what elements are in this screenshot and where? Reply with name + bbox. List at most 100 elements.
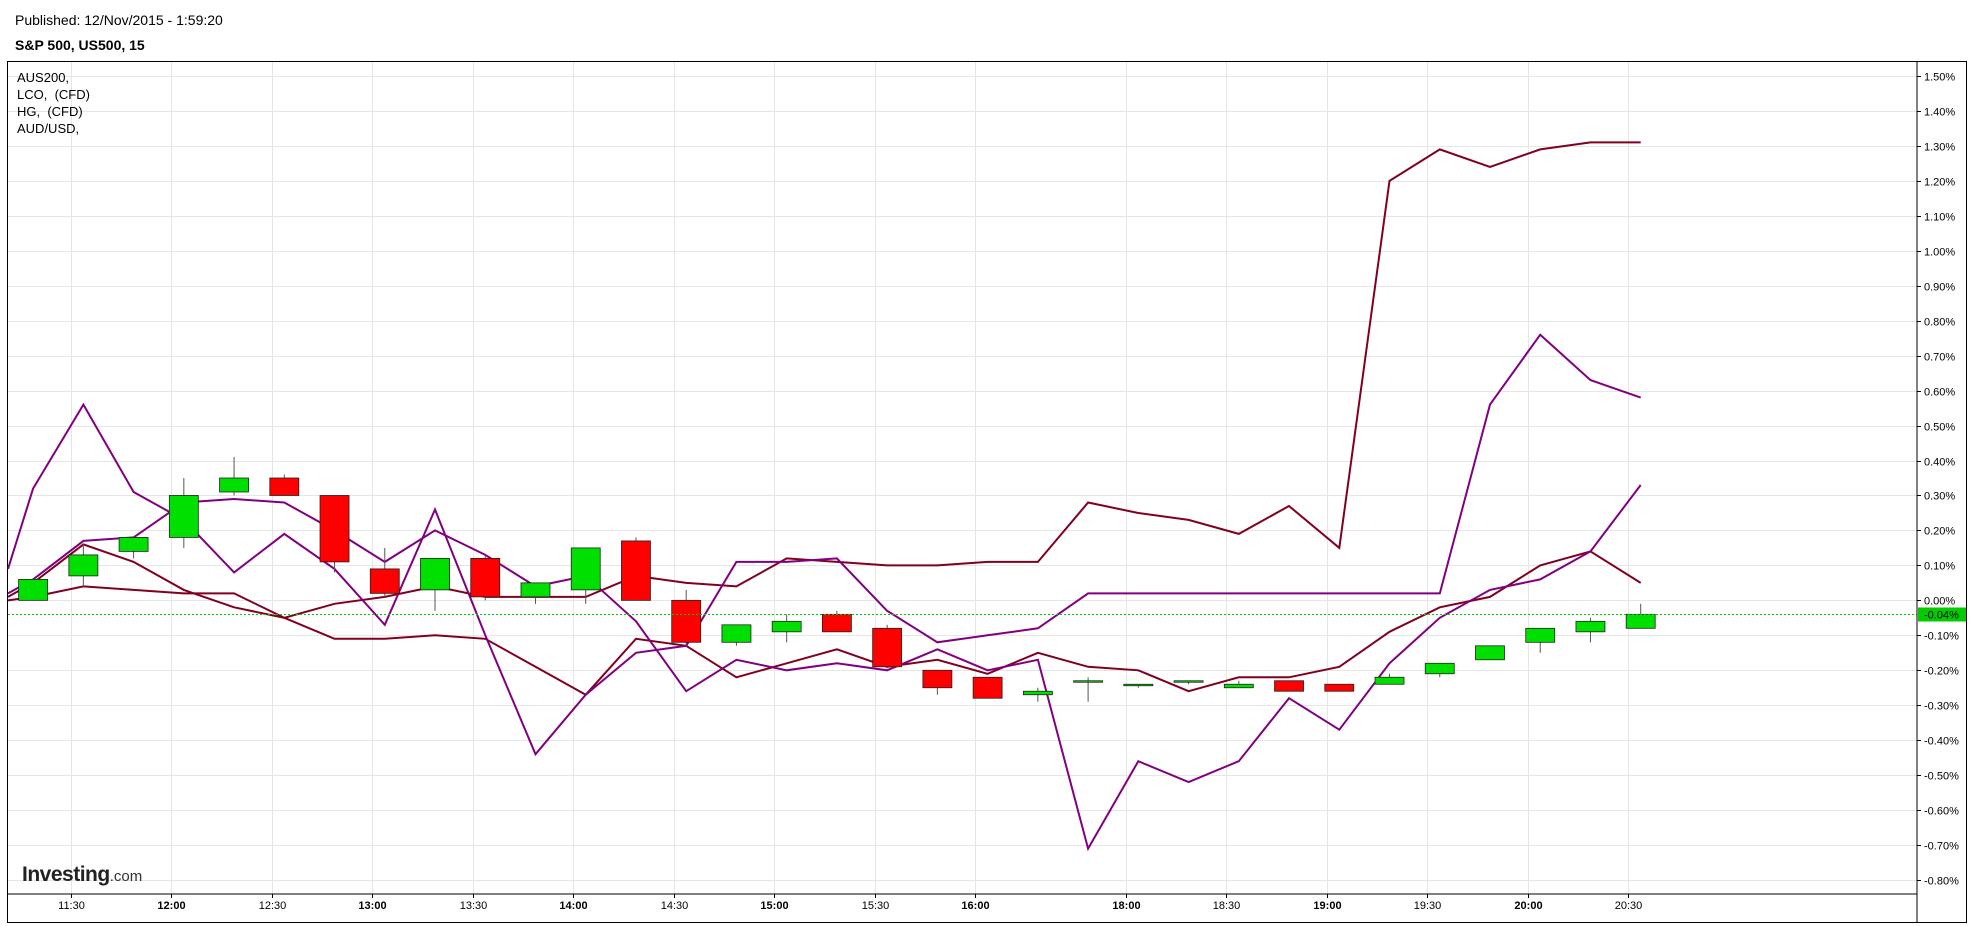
candle-body	[68, 554, 99, 577]
x-axis: 11:30 12:00 12:30 13:00 13:30 14:00 14:30 15:00…	[8, 893, 1917, 912]
x-tick-label: 14:00	[559, 900, 587, 912]
candle	[1073, 677, 1103, 702]
candle-body	[771, 620, 802, 633]
series-line-1	[7, 550, 1642, 696]
candle	[1022, 687, 1053, 702]
x-tick-label: 12:00	[157, 900, 185, 912]
candle	[1424, 662, 1455, 678]
candle	[922, 669, 953, 695]
candle	[420, 558, 450, 611]
candle-body	[1173, 680, 1204, 683]
candle-body	[721, 624, 752, 643]
candlesticks	[18, 457, 1656, 702]
candle	[219, 457, 249, 496]
y-tick-label: 0.40%	[1924, 457, 1955, 469]
series-line-3	[7, 333, 1642, 757]
candle	[1324, 683, 1355, 692]
candle-body	[18, 578, 49, 601]
y-tick-label: 1.30%	[1924, 142, 1955, 154]
logo-text: Investing	[22, 863, 110, 886]
y-tick-label: 0.80%	[1924, 317, 1955, 329]
x-tick-label: 18:00	[1112, 900, 1140, 912]
y-tick-label: -0.10%	[1924, 631, 1959, 643]
candle-body	[420, 558, 450, 591]
y-tick-label: 0.70%	[1924, 352, 1955, 364]
chart-symbol-title: S&P 500, US500, 15	[15, 37, 145, 53]
candle-body	[319, 495, 350, 563]
x-tick-label: 20:30	[1615, 900, 1643, 912]
candle-body	[1575, 620, 1606, 633]
candle-body	[671, 599, 702, 643]
current-price-line: -0.04%	[8, 607, 1966, 622]
candle-body	[1525, 627, 1556, 643]
candle	[319, 495, 350, 573]
candle-body	[219, 477, 249, 493]
candle	[972, 676, 1003, 699]
x-tick-label: 14:30	[661, 900, 689, 912]
legend-item-lco[interactable]: LCO, (CFD)	[17, 87, 90, 102]
candle	[721, 624, 752, 646]
y-tick-label: 1.40%	[1924, 107, 1955, 119]
candle-body	[621, 540, 651, 601]
y-tick-label: 0.90%	[1924, 282, 1955, 294]
candle-body	[1374, 676, 1405, 685]
y-tick-label: 0.00%	[1924, 596, 1955, 608]
legend-item-hg[interactable]: HG, (CFD)	[17, 104, 83, 119]
candle-body	[872, 627, 903, 668]
candle-body	[118, 537, 149, 552]
x-tick-label: 20:00	[1514, 900, 1542, 912]
candle	[18, 578, 49, 601]
candle-body	[1424, 662, 1455, 675]
x-tick-label: 18:30	[1213, 900, 1241, 912]
candle	[872, 624, 903, 668]
y-tick-label: 0.30%	[1924, 491, 1955, 503]
x-tick-label: 13:00	[358, 900, 386, 912]
y-tick-label: -0.60%	[1924, 806, 1959, 818]
x-tick-label: 15:30	[862, 900, 890, 912]
candle-body	[520, 582, 551, 598]
y-tick-label: 1.20%	[1924, 177, 1955, 189]
investing-logo[interactable]: Investing.com	[22, 863, 142, 887]
y-tick-label: -0.40%	[1924, 736, 1959, 748]
candle	[1374, 673, 1405, 685]
x-tick-label: 15:00	[760, 900, 788, 912]
candle	[1625, 603, 1656, 629]
candle	[68, 544, 99, 587]
candle-body	[1274, 680, 1304, 692]
candle	[771, 614, 802, 643]
candle	[520, 582, 551, 604]
candle	[671, 589, 702, 646]
candle-body	[922, 669, 953, 689]
candle-body	[1475, 645, 1505, 661]
current-price-badge	[1918, 607, 1966, 622]
series-line-4	[7, 484, 1642, 852]
y-axis: 1.50% 1.40% 1.30% 1.20% 1.10% 1.00% 0.90% 0.80%…	[1916, 62, 1959, 922]
candle-body	[1022, 690, 1053, 696]
candle-body	[369, 568, 400, 594]
legend-item-aus200[interactable]: AUS200,	[17, 70, 70, 85]
y-tick-label: 0.10%	[1924, 561, 1955, 573]
candle	[621, 537, 651, 601]
y-tick-label: 0.60%	[1924, 387, 1955, 399]
candle-body	[1123, 683, 1154, 687]
y-tick-label: -0.80%	[1924, 876, 1959, 888]
candle	[570, 547, 601, 604]
published-timestamp: Published: 12/Nov/2015 - 1:59:20	[15, 12, 223, 28]
chart-frame	[7, 61, 1967, 923]
x-tick-label: 12:30	[259, 900, 287, 912]
x-tick-label: 19:30	[1414, 900, 1442, 912]
x-tick-label: 13:30	[460, 900, 488, 912]
candle	[1123, 683, 1154, 688]
candle-body	[269, 477, 300, 496]
candle	[269, 474, 300, 496]
candle	[1223, 680, 1254, 689]
candle	[168, 478, 199, 548]
legend-item-audusd[interactable]: AUD/USD,	[17, 121, 80, 136]
chart-legend: AUS200, LCO, (CFD) HG, (CFD) AUD/USD,	[17, 69, 90, 137]
comparison-series	[7, 141, 1642, 852]
y-tick-label: 0.50%	[1924, 422, 1955, 434]
candle	[470, 554, 501, 601]
y-tick-label: -0.30%	[1924, 701, 1959, 713]
candle	[1173, 680, 1204, 685]
